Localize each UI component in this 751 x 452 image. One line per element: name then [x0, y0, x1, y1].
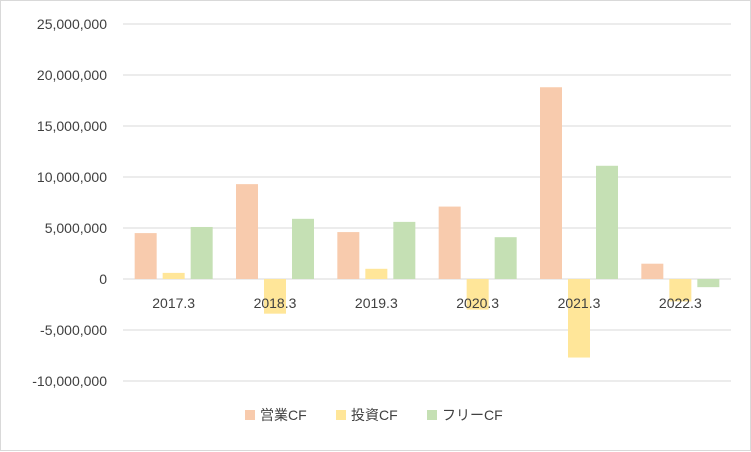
category-label: 2021.3	[558, 295, 601, 311]
legend-swatch	[245, 410, 255, 420]
y-tick-label: 25,000,000	[37, 16, 107, 32]
bar	[438, 206, 461, 279]
legend-label: 営業CF	[260, 407, 307, 423]
bar	[697, 279, 720, 288]
y-tick-label: -5,000,000	[40, 322, 107, 338]
bar	[236, 184, 258, 279]
category-label: 2022.3	[659, 295, 702, 311]
bar	[466, 279, 489, 310]
bar	[596, 165, 618, 279]
y-tick-label: 15,000,000	[37, 118, 107, 134]
legend-label: フリーCF	[442, 407, 503, 423]
bar	[134, 233, 157, 279]
bar	[292, 218, 314, 279]
y-tick-label: 0	[99, 271, 107, 287]
y-tick-label: 20,000,000	[37, 67, 107, 83]
bar	[365, 268, 388, 279]
y-tick-label: -10,000,000	[32, 373, 107, 389]
y-tick-label: 5,000,000	[45, 220, 107, 236]
y-axis-tick-labels: 25,000,000 20,000,000 15,000,000 10,000,000…	[32, 16, 107, 389]
category-label: 2020.3	[456, 295, 499, 311]
legend-swatch	[336, 410, 346, 420]
legend-swatch	[427, 410, 437, 420]
category-label: 2017.3	[152, 295, 195, 311]
gridlines	[123, 23, 731, 382]
bar	[568, 279, 590, 358]
bar	[494, 237, 517, 279]
legend: 営業CF 投資CF フリーCF	[245, 407, 503, 423]
bar	[264, 279, 286, 314]
category-label: 2018.3	[254, 295, 297, 311]
bar	[641, 263, 664, 279]
bar	[393, 221, 416, 279]
bar	[190, 226, 213, 279]
bar	[669, 279, 692, 302]
y-tick-label: 10,000,000	[37, 169, 107, 185]
bar	[162, 272, 185, 279]
bar	[540, 87, 562, 280]
category-labels: 2017.3 2018.3 2019.3 2020.3 2021.3 2022.3	[152, 295, 702, 311]
category-label: 2019.3	[355, 295, 398, 311]
legend-label: 投資CF	[351, 407, 398, 423]
bars	[134, 87, 720, 358]
bar	[337, 232, 360, 279]
